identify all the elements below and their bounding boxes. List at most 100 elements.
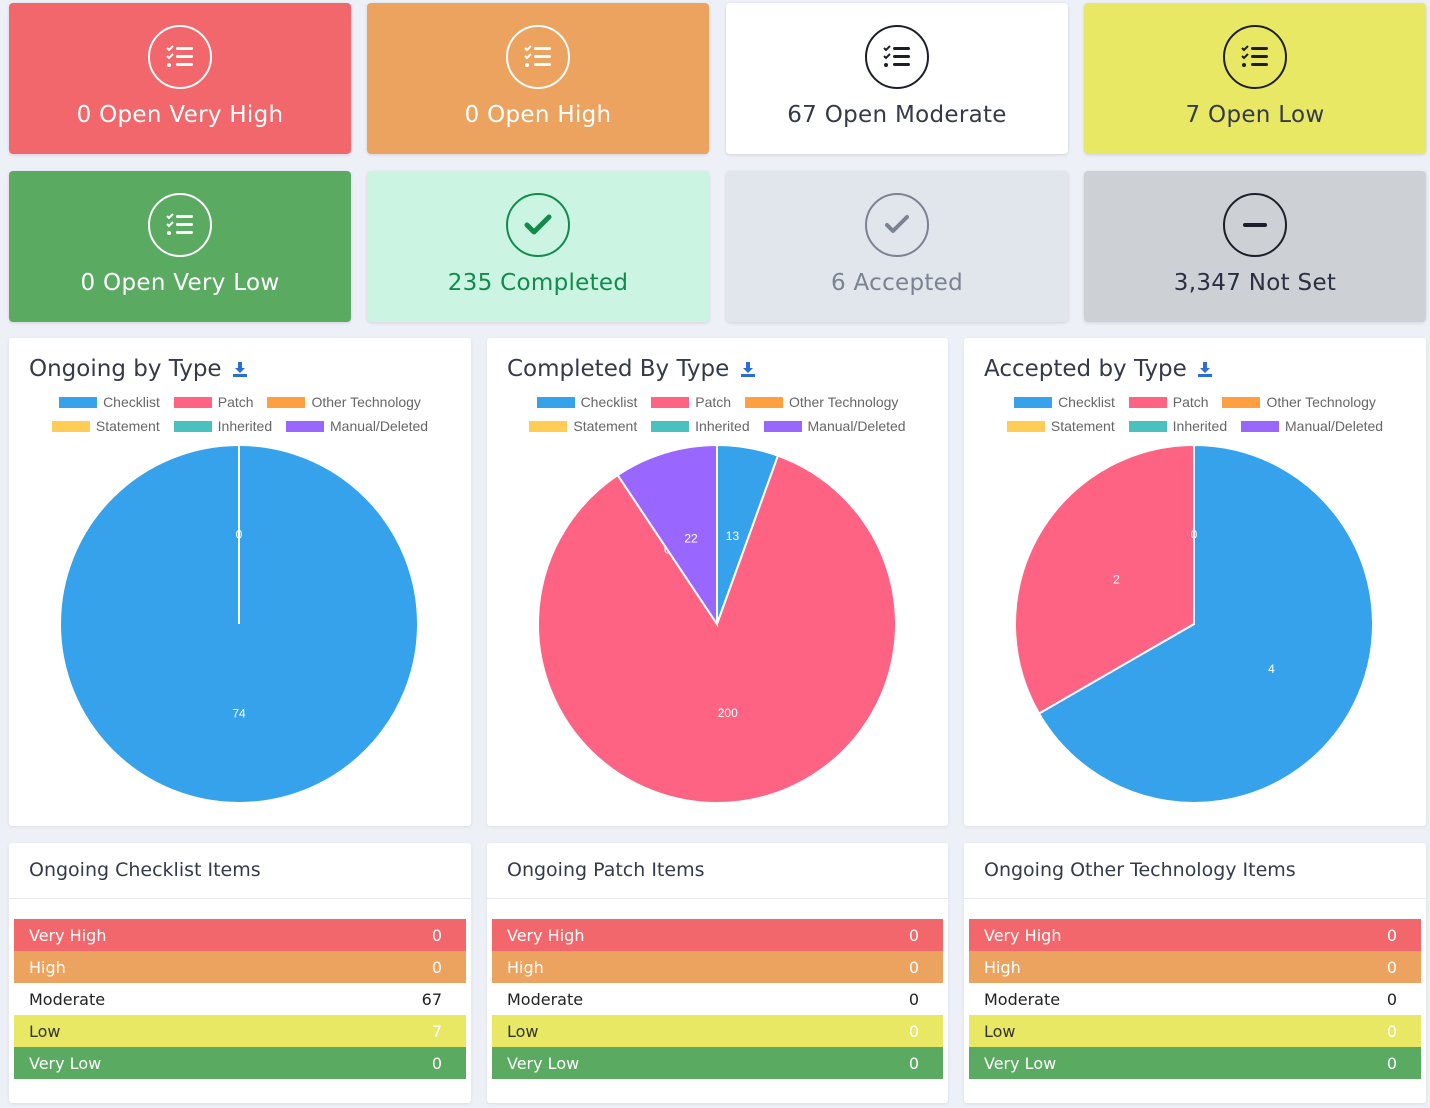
legend-swatch bbox=[1222, 396, 1261, 408]
stat-card-not-set[interactable]: 3,347 Not Set bbox=[1084, 171, 1426, 322]
pie-chart-completed[interactable]: 13200022 bbox=[537, 444, 899, 806]
row-label: Low bbox=[507, 1021, 539, 1041]
row-value: 7 bbox=[431, 1021, 442, 1041]
row-low[interactable]: Low 7 bbox=[14, 1015, 466, 1047]
chart-legend: Checklist Patch Other Technology bbox=[487, 394, 948, 410]
row-moderate[interactable]: Moderate 0 bbox=[492, 983, 943, 1015]
legend-item-checklist[interactable]: Checklist bbox=[536, 394, 637, 410]
chart-legend-row-2: Statement Inherited Manual/Deleted bbox=[487, 418, 948, 434]
legend-swatch bbox=[744, 396, 783, 408]
stat-card-open-very-low[interactable]: 0 Open Very Low bbox=[9, 171, 351, 322]
legend-item-inherited[interactable]: Inherited bbox=[1128, 418, 1227, 434]
row-high[interactable]: High 0 bbox=[492, 951, 943, 983]
legend-item-patch[interactable]: Patch bbox=[651, 394, 731, 410]
stat-label: 7 Open Low bbox=[1185, 102, 1325, 128]
severity-table: Very High 0 High 0 Moderate 0 Low 0 Very Low… bbox=[492, 919, 943, 1079]
row-very-low[interactable]: Very Low 0 bbox=[14, 1047, 466, 1079]
pie-slice-checklist[interactable] bbox=[1037, 444, 1374, 804]
legend-item-patch[interactable]: Patch bbox=[173, 394, 254, 410]
legend-swatch bbox=[1128, 420, 1167, 432]
row-label: High bbox=[507, 957, 544, 977]
row-high[interactable]: High 0 bbox=[14, 951, 466, 983]
row-label: Very High bbox=[507, 925, 585, 945]
legend-item-other-technology[interactable]: Other Technology bbox=[744, 394, 898, 410]
row-very-high[interactable]: Very High 0 bbox=[969, 919, 1421, 951]
row-value: 67 bbox=[421, 989, 442, 1009]
stat-label: 0 Open Very High bbox=[76, 102, 284, 128]
pie-chart-accepted[interactable]: 420 bbox=[1014, 444, 1376, 806]
row-value: 0 bbox=[431, 1053, 442, 1073]
row-very-high[interactable]: Very High 0 bbox=[14, 919, 466, 951]
severity-table: Very High 0 High 0 Moderate 67 Low 7 Very Lo… bbox=[14, 919, 466, 1079]
checklist-icon bbox=[865, 25, 929, 89]
pie-chart-ongoing[interactable]: 740 bbox=[59, 444, 421, 806]
checklist-icon bbox=[148, 25, 212, 89]
row-value: 0 bbox=[431, 925, 442, 945]
row-very-low[interactable]: Very Low 0 bbox=[492, 1047, 943, 1079]
divider bbox=[9, 898, 471, 899]
row-moderate[interactable]: Moderate 0 bbox=[969, 983, 1421, 1015]
legend-swatch bbox=[651, 420, 690, 432]
pie-data-label: 22 bbox=[684, 531, 698, 545]
legend-item-manual-deleted[interactable]: Manual/Deleted bbox=[1241, 418, 1383, 434]
legend-swatch bbox=[173, 420, 212, 432]
minus-icon bbox=[1223, 193, 1287, 257]
legend-item-other-technology[interactable]: Other Technology bbox=[1222, 394, 1376, 410]
legend-item-statement[interactable]: Statement bbox=[529, 418, 637, 434]
legend-swatch bbox=[529, 420, 568, 432]
row-high[interactable]: High 0 bbox=[969, 951, 1421, 983]
row-label: Low bbox=[29, 1021, 61, 1041]
stat-card-open-moderate[interactable]: 67 Open Moderate bbox=[726, 3, 1068, 154]
stat-label: 3,347 Not Set bbox=[1173, 270, 1337, 296]
pie-slice-patch[interactable] bbox=[537, 454, 897, 804]
legend-item-manual-deleted[interactable]: Manual/Deleted bbox=[763, 418, 906, 434]
legend-item-checklist[interactable]: Checklist bbox=[1014, 394, 1115, 410]
download-icon[interactable] bbox=[232, 357, 247, 383]
legend-item-statement[interactable]: Statement bbox=[1006, 418, 1115, 434]
download-icon[interactable] bbox=[740, 357, 755, 383]
legend-item-statement[interactable]: Statement bbox=[51, 418, 160, 434]
stat-card-open-low[interactable]: 7 Open Low bbox=[1084, 3, 1426, 154]
row-value: 0 bbox=[1386, 1021, 1397, 1041]
legend-item-inherited[interactable]: Inherited bbox=[173, 418, 272, 434]
pie-slice-manual-deleted[interactable] bbox=[616, 444, 718, 628]
list-panel-other-technology: Ongoing Other Technology Items Very High… bbox=[964, 843, 1426, 1103]
stat-card-open-high[interactable]: 0 Open High bbox=[367, 3, 709, 154]
row-low[interactable]: Low 0 bbox=[969, 1015, 1421, 1047]
pie-data-label: 2 bbox=[1113, 572, 1120, 586]
legend-swatch bbox=[651, 396, 690, 408]
row-value: 0 bbox=[908, 1021, 919, 1041]
stat-card-completed[interactable]: 235 Completed bbox=[367, 171, 709, 322]
legend-swatch bbox=[1128, 396, 1167, 408]
chart-legend: Checklist Patch Other Technology bbox=[9, 394, 471, 410]
legend-item-other-technology[interactable]: Other Technology bbox=[267, 394, 421, 410]
row-label: High bbox=[29, 957, 66, 977]
checklist-icon bbox=[1223, 25, 1287, 89]
chart-legend-row-2: Statement Inherited Manual/Deleted bbox=[964, 418, 1426, 434]
legend-item-inherited[interactable]: Inherited bbox=[651, 418, 750, 434]
legend-item-checklist[interactable]: Checklist bbox=[59, 394, 160, 410]
pie-slice-patch[interactable] bbox=[1014, 444, 1195, 715]
stat-card-accepted[interactable]: 6 Accepted bbox=[726, 171, 1068, 322]
pie-data-label: 4 bbox=[1268, 662, 1275, 676]
list-panel-patch: Ongoing Patch Items Very High 0 High 0 Mod… bbox=[487, 843, 948, 1103]
stat-card-open-very-high[interactable]: 0 Open Very High bbox=[9, 3, 351, 154]
pie-data-label: 74 bbox=[232, 707, 246, 721]
row-low[interactable]: Low 0 bbox=[492, 1015, 943, 1047]
legend-swatch bbox=[536, 396, 575, 408]
row-very-low[interactable]: Very Low 0 bbox=[969, 1047, 1421, 1079]
list-panel-checklist: Ongoing Checklist Items Very High 0 High 0… bbox=[9, 843, 471, 1103]
row-label: High bbox=[984, 957, 1021, 977]
row-label: Very High bbox=[984, 925, 1062, 945]
download-icon[interactable] bbox=[1198, 357, 1213, 383]
row-very-high[interactable]: Very High 0 bbox=[492, 919, 943, 951]
legend-item-patch[interactable]: Patch bbox=[1128, 394, 1209, 410]
stat-label: 0 Open High bbox=[464, 102, 612, 128]
legend-swatch bbox=[51, 420, 90, 432]
legend-item-manual-deleted[interactable]: Manual/Deleted bbox=[286, 418, 428, 434]
row-label: Moderate bbox=[507, 989, 584, 1009]
row-moderate[interactable]: Moderate 67 bbox=[14, 983, 466, 1015]
stat-label: 67 Open Moderate bbox=[787, 102, 1007, 128]
legend-swatch bbox=[173, 396, 212, 408]
legend-swatch bbox=[1014, 396, 1053, 408]
